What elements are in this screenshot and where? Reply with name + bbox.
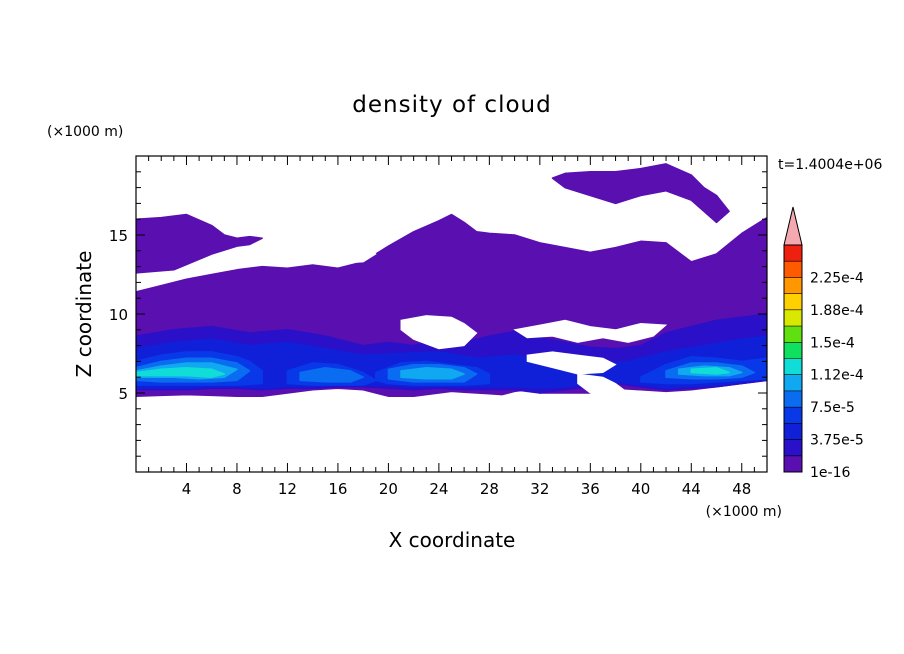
- x-tick-label: 48: [732, 480, 751, 498]
- x-axis-ticks: 4 8 12 16 20 24 28 32 36 40 44 48: [148, 156, 755, 498]
- colorbar-swatch: [784, 358, 802, 376]
- colorbar-swatch: [784, 374, 802, 392]
- y-axis-label: Z coordinate: [72, 251, 96, 378]
- x-tick-label: 40: [631, 480, 650, 498]
- x-tick-label: 8: [232, 480, 242, 498]
- contour-region-17: [690, 366, 730, 375]
- y-axis-unit: (×1000 m): [47, 124, 123, 140]
- colorbar-label: 3.75e-5: [810, 433, 864, 449]
- colorbar-swatch: [784, 423, 802, 440]
- y-tick-label: 10: [109, 306, 128, 324]
- colorbar-swatch: [784, 277, 802, 295]
- y-tick-label: 5: [118, 385, 128, 403]
- x-tick-label: 4: [182, 480, 192, 498]
- clear-region-3: [526, 351, 617, 375]
- x-tick-label: 32: [530, 480, 549, 498]
- contour-field: [136, 163, 767, 397]
- x-tick-label: 24: [429, 480, 448, 498]
- x-tick-label: 36: [581, 480, 600, 498]
- clear-region-0: [261, 237, 377, 264]
- contour-region-14: [400, 366, 465, 380]
- colorbar-swatch: [784, 439, 802, 457]
- colorbar-label: 1e-16: [810, 465, 850, 481]
- contour-region-2: [551, 163, 730, 224]
- x-axis-label: X coordinate: [389, 528, 516, 552]
- x-tick-label: 28: [480, 480, 499, 498]
- x-tick-label: 16: [328, 480, 347, 498]
- colorbar-swatch: [784, 261, 802, 278]
- x-tick-label: 44: [682, 480, 701, 498]
- y-tick-label: 15: [109, 227, 128, 245]
- colorbar-label: 1.12e-4: [810, 368, 864, 384]
- clear-region-4: [577, 373, 630, 397]
- colorbar-swatch: [784, 455, 802, 473]
- x-axis-unit: (×1000 m): [706, 504, 782, 520]
- contour-region-0: [136, 213, 263, 274]
- chart-title: density of cloud: [352, 92, 551, 118]
- colorbar-swatch: [784, 342, 802, 359]
- x-tick-label: 20: [379, 480, 398, 498]
- colorbar-swatch: [784, 245, 802, 262]
- colorbar-label: 7.5e-5: [810, 400, 855, 416]
- colorbar-extend-arrow: [783, 206, 803, 246]
- clear-region-1: [513, 319, 668, 343]
- colorbar-swatch: [784, 407, 802, 424]
- y-axis-ticks: 5 10 15: [109, 171, 767, 457]
- x-tick-label: 12: [278, 480, 297, 498]
- contour-region-10: [299, 366, 364, 383]
- time-label: t=1.4004e+06: [778, 157, 882, 173]
- clear-region-2: [400, 315, 478, 350]
- colorbar-label: 1.88e-4: [810, 303, 864, 319]
- contour-region-16: [136, 366, 226, 378]
- colorbar-label: 1.5e-4: [810, 335, 855, 351]
- colorbar-swatch: [784, 390, 802, 408]
- colorbar-swatch: [784, 309, 802, 327]
- colorbar-swatch: [784, 293, 802, 311]
- colorbar-label: 2.25e-4: [810, 270, 864, 286]
- colorbar-swatch: [784, 326, 802, 343]
- colorbar: 1e-16 3.75e-5 7.5e-5 1.12e-4 1.5e-4 1.88e-4 2.…: [783, 206, 864, 481]
